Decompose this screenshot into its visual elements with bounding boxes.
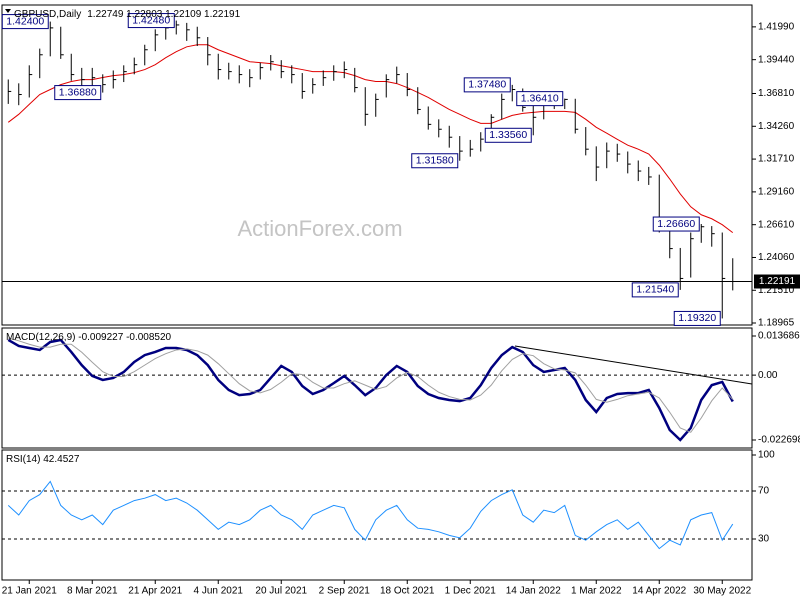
menu-triangle (5, 9, 11, 13)
x-tick-label: 18 Oct 2021 (380, 586, 435, 597)
moving-average (7, 44, 734, 234)
title: RSI(14) 42.4527 (6, 454, 80, 465)
title: GBPUSD,Daily (14, 9, 81, 20)
x-tick-label: 2 Sep 2021 (319, 586, 371, 597)
price-annotation-box (1, 14, 49, 30)
title: MACD(12,26,9) -0.009227 -0.008520 (6, 332, 172, 343)
price-annotation: 1.37480 (468, 79, 506, 91)
x-tick-label: 8 Mar 2021 (67, 586, 118, 597)
y-tick-label: 1.34260 (758, 121, 795, 132)
y-tick-label: 0.00 (758, 370, 778, 381)
ohlc-values: 1.22749 1.22803 1.22109 1.22191 (87, 9, 240, 20)
price-annotation-box (516, 91, 564, 107)
price-annotation: 1.36880 (59, 86, 97, 98)
x-tick-label: 4 Jun 2021 (194, 586, 244, 597)
y-tick-label: 70 (758, 486, 770, 497)
panel-title: GBPUSD,Daily 1.22749 1.22803 1.22109 1.22… (14, 9, 241, 20)
x-tick-label: 21 Apr 2021 (128, 586, 182, 597)
price-annotation: 1.21540 (636, 284, 674, 296)
price-annotation: 1.31580 (416, 155, 454, 167)
y-tick-label: 1.21510 (758, 285, 795, 296)
y-tick-label: 1.24060 (758, 252, 795, 263)
y-tick-label: 1.29160 (758, 187, 795, 198)
x-tick-label: 14 Apr 2022 (632, 586, 686, 597)
x-tick-label: 14 Jan 2022 (506, 586, 561, 597)
price-annotation-box (673, 310, 721, 326)
y-tick-label: 100 (758, 450, 775, 461)
y-tick-label: 1.39440 (758, 54, 795, 65)
x-tick-label: 20 Jul 2021 (255, 586, 307, 597)
y-tick-label: 1.36810 (758, 88, 795, 99)
current-price-label: 1.22191 (759, 276, 796, 287)
current-price-box (754, 274, 800, 289)
panel-frame (1, 449, 753, 581)
price-annotation: 1.36410 (521, 92, 559, 104)
price-annotation: 1.19320 (678, 312, 716, 324)
price-annotation-box (484, 127, 532, 143)
y-tick-label: 1.41990 (758, 22, 795, 33)
price-annotation: 1.42400 (6, 15, 44, 27)
indicator-line (7, 338, 734, 442)
y-tick-label: 1.18965 (758, 318, 795, 329)
price-annotation-box (631, 282, 679, 298)
y-tick-label: 1.31710 (758, 154, 795, 165)
price-annotation-box (411, 153, 459, 169)
price-annotation-box (127, 13, 175, 29)
x-tick-label: 1 Mar 2022 (571, 586, 622, 597)
price-annotation-box (652, 216, 700, 232)
x-tick-label: 30 May 2022 (693, 586, 751, 597)
panel-title: MACD(12,26,9) -0.009227 -0.008520 (6, 332, 172, 343)
panel-title: RSI(14) 42.4527 (6, 454, 80, 465)
price-annotation: 1.26660 (657, 218, 695, 230)
x-tick-label: 21 Jan 2021 (2, 586, 57, 597)
indicator-line (8, 337, 734, 433)
panel-frame (1, 4, 753, 326)
price-annotation-box (463, 77, 511, 93)
trend-line (514, 345, 753, 385)
y-tick-label: 0.013686 (758, 331, 800, 342)
price-annotation: 1.33560 (489, 129, 527, 141)
price-annotation-box (54, 85, 102, 101)
y-tick-label: 1.26610 (758, 219, 795, 230)
x-tick-label: 1 Dec 2021 (445, 586, 497, 597)
panel-frame (1, 327, 753, 449)
indicator-line (7, 480, 734, 550)
y-tick-label: -0.022698 (758, 435, 800, 446)
watermark: ActionForex.com (237, 216, 402, 241)
y-tick-label: 30 (758, 534, 770, 545)
price-annotation: 1.42480 (132, 14, 170, 26)
